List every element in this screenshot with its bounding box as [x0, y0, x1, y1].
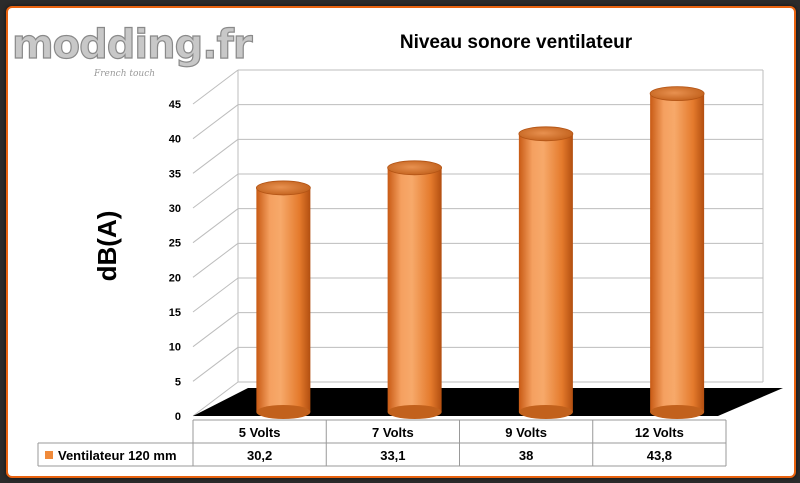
chart-canvas: modding.fr French touch Niveau sonore ve…: [11, 21, 783, 467]
bar-cap: [387, 160, 443, 176]
bar-cap: [255, 180, 311, 196]
bar-base: [650, 405, 705, 419]
gridline-side: [192, 104, 239, 140]
plot-area: 0 5 10 15 20 25 30 35 40 45: [169, 69, 783, 423]
bar: [387, 167, 442, 412]
bar-base: [256, 405, 311, 419]
gridline-side: [192, 173, 239, 209]
bar: [518, 133, 573, 412]
bar-base: [387, 405, 442, 419]
gridline-side: [192, 208, 239, 244]
bar-cap: [649, 86, 705, 102]
gridline-side: [192, 312, 239, 348]
bar-cap: [518, 126, 574, 142]
y-tick-label: 25: [169, 238, 181, 250]
y-tick-label: 10: [169, 342, 181, 354]
gridline-side: [192, 381, 239, 417]
y-tick-label: 35: [169, 168, 181, 180]
bar-base: [518, 405, 573, 419]
y-tick-label: 30: [169, 203, 181, 215]
data-label: 33,1: [380, 448, 405, 463]
x-category-label: 5 Volts: [239, 425, 281, 440]
gridline-side: [192, 138, 239, 174]
chart-card: modding.fr French touch Niveau sonore ve…: [6, 6, 796, 478]
gridline-side: [192, 242, 239, 278]
gridline-side: [192, 277, 239, 313]
bar: [256, 187, 311, 412]
chart-title: Niveau sonore ventilateur: [400, 32, 633, 53]
x-category-label: 12 Volts: [635, 425, 684, 440]
data-label: 38: [519, 448, 533, 463]
x-category-label: 9 Volts: [505, 425, 547, 440]
legend-series-name: Ventilateur 120 mm: [58, 448, 177, 463]
chart-floor: [193, 388, 783, 416]
data-label: 43,8: [647, 448, 672, 463]
y-tick-label: 20: [169, 272, 181, 284]
y-axis-label: dB(A): [92, 211, 122, 282]
y-tick-label: 45: [169, 99, 181, 111]
bar: [650, 93, 705, 413]
gridline-side: [192, 346, 239, 382]
y-tick-label: 5: [175, 376, 181, 388]
gridline-side: [192, 69, 239, 105]
y-tick-label: 40: [169, 134, 181, 146]
data-table: 5 Volts 7 Volts 9 Volts 12 Volts 30,2 33,1 38 4…: [37, 419, 727, 467]
y-tick-label: 15: [169, 307, 181, 319]
watermark-logo: modding.fr French touch: [11, 21, 254, 79]
y-tick-label: 0: [175, 411, 181, 423]
data-label: 30,2: [247, 448, 272, 463]
x-category-label: 7 Volts: [372, 425, 414, 440]
legend-swatch: [45, 451, 53, 459]
logo-tagline: French touch: [93, 69, 155, 79]
logo-text: modding.fr: [12, 22, 253, 68]
